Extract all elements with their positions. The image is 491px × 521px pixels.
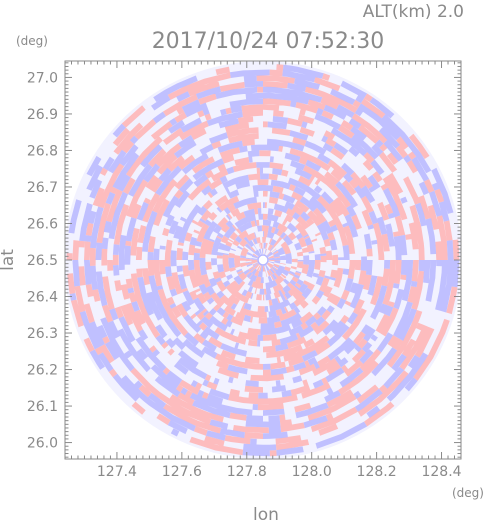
y-axis-label: lat xyxy=(0,249,18,271)
y-tick-label: 26.5 xyxy=(27,253,58,269)
radar-field xyxy=(65,61,461,459)
y-axis: 26.0 26.1 26.2 26.3 26.4 26.5 26.6 26.7 26.8 26.9… xyxy=(27,62,461,458)
y-tick-label: 26.6 xyxy=(27,216,58,232)
y-tick-label: 26.3 xyxy=(27,326,58,342)
x-tick-label: 128.4 xyxy=(421,464,461,480)
radar-cells xyxy=(66,64,460,457)
radar-site xyxy=(257,254,269,266)
x-axis: 127.4 127.6 127.8 128.0 128.2 128.4 xyxy=(64,61,462,480)
y-tick-label: 26.2 xyxy=(27,363,58,379)
negative-cells xyxy=(68,64,460,457)
y-tick-label: 26.8 xyxy=(27,143,58,159)
chart-title: 2017/10/24 07:52:30 xyxy=(152,29,385,54)
y-tick-label: 26.9 xyxy=(27,107,58,123)
x-tick-label: 128.0 xyxy=(292,464,332,480)
y-tick-label: 26.0 xyxy=(27,436,58,452)
x-tick-label: 127.4 xyxy=(97,464,137,480)
positive-cells xyxy=(66,64,460,457)
y-tick-label: 27.0 xyxy=(27,70,58,86)
x-axis-label: lon xyxy=(253,505,279,521)
x-tick-label: 128.2 xyxy=(357,464,397,480)
y-tick-label: 26.7 xyxy=(27,180,58,196)
x-unit: (deg) xyxy=(452,486,484,500)
y-tick-label: 26.4 xyxy=(27,290,58,306)
x-tick-label: 127.6 xyxy=(162,464,202,480)
chart-subtitle: ALT(km) 2.0 xyxy=(363,2,464,22)
x-tick-label: 127.8 xyxy=(227,464,267,480)
y-tick-label: 26.1 xyxy=(27,399,58,415)
y-unit: (deg) xyxy=(16,34,48,48)
